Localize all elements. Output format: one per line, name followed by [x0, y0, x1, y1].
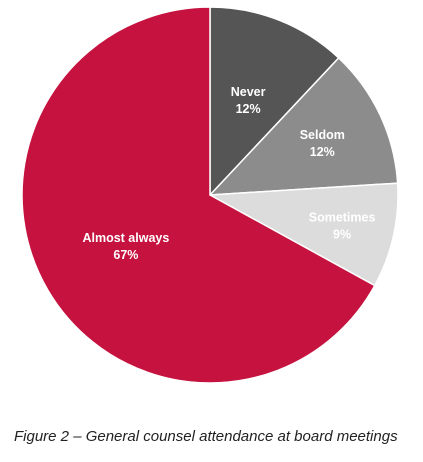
slice-value-almost-always: 67% — [113, 248, 138, 262]
slice-label-sometimes: Sometimes — [309, 211, 376, 225]
slice-label-almost-always: Almost always — [82, 231, 169, 245]
pie-slice-never — [209, 6, 340, 197]
figure-caption: Figure 2 – General counsel attendance at… — [14, 428, 398, 445]
pie-chart: Never 12% Seldom 12% Sometimes 9% Almost alway… — [21, 6, 399, 384]
pie-slice-sometimes — [207, 182, 399, 287]
pie-slice-seldom — [208, 56, 399, 196]
slice-value-never: 12% — [236, 102, 261, 116]
slice-value-seldom: 12% — [310, 145, 335, 159]
pie-labels: Never 12% Seldom 12% Sometimes 9% Almost alway… — [82, 85, 375, 262]
slice-value-sometimes: 9% — [333, 228, 351, 242]
pie-slice-almost-always — [21, 6, 376, 384]
pie-slices — [21, 6, 399, 384]
slice-label-never: Never — [231, 85, 266, 99]
slice-label-seldom: Seldom — [300, 128, 345, 142]
